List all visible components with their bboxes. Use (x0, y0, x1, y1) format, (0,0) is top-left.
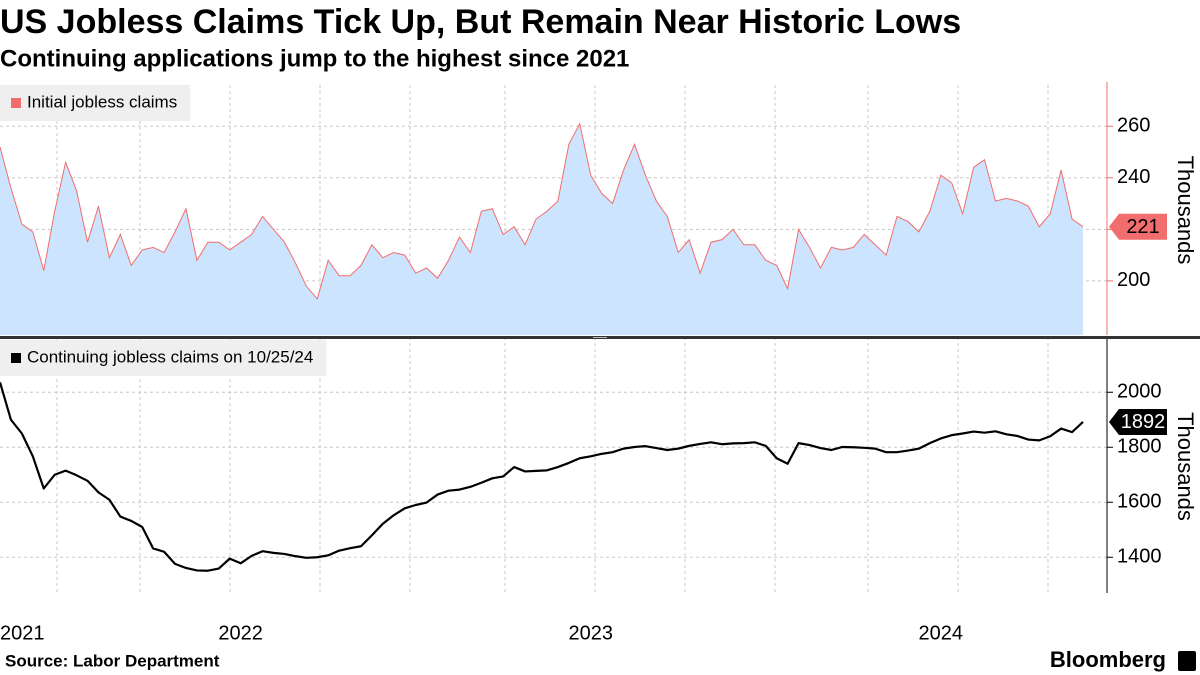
x-tick-label: 2023 (568, 622, 613, 644)
legend: Initial jobless claims (0, 85, 191, 121)
chart-title: US Jobless Claims Tick Up, But Remain Ne… (0, 3, 961, 41)
line (0, 382, 1084, 572)
end-label: 1892 (1121, 411, 1166, 433)
x-tick-label: 2024 (919, 622, 964, 644)
legend: Continuing jobless claims on 10/25/24 (0, 340, 327, 376)
x-tick-label: 2022 (218, 622, 263, 644)
area-line (0, 122, 1084, 300)
brand: Bloomberg (1050, 647, 1166, 672)
y-axis-label: Thousands (1173, 156, 1198, 265)
legend-swatch (11, 98, 21, 108)
area (0, 123, 1083, 335)
end-label-box (1109, 408, 1167, 435)
brand-icon (1178, 651, 1196, 671)
legend-box (0, 85, 191, 121)
y-tick-label: 260 (1117, 115, 1150, 137)
y-tick-label: 1400 (1117, 546, 1162, 568)
end-label: 221 (1126, 216, 1159, 238)
source: Source: Labor Department (5, 651, 220, 670)
y-tick-label: 1600 (1117, 491, 1162, 513)
legend-label: Initial jobless claims (27, 92, 177, 111)
x-tick-label: 2021 (0, 622, 45, 644)
end-label-box (1109, 213, 1167, 240)
y-tick-label: 200 (1117, 269, 1150, 291)
legend-box (0, 340, 327, 376)
y-tick-label: 240 (1117, 166, 1150, 188)
legend-label: Continuing jobless claims on 10/25/24 (27, 347, 313, 366)
y-tick-label: 1800 (1117, 436, 1162, 458)
legend-swatch (11, 353, 21, 363)
y-tick-label: 2000 (1117, 381, 1162, 403)
y-axis-label: Thousands (1173, 412, 1198, 521)
chart-subtitle: Continuing applications jump to the high… (0, 45, 629, 72)
